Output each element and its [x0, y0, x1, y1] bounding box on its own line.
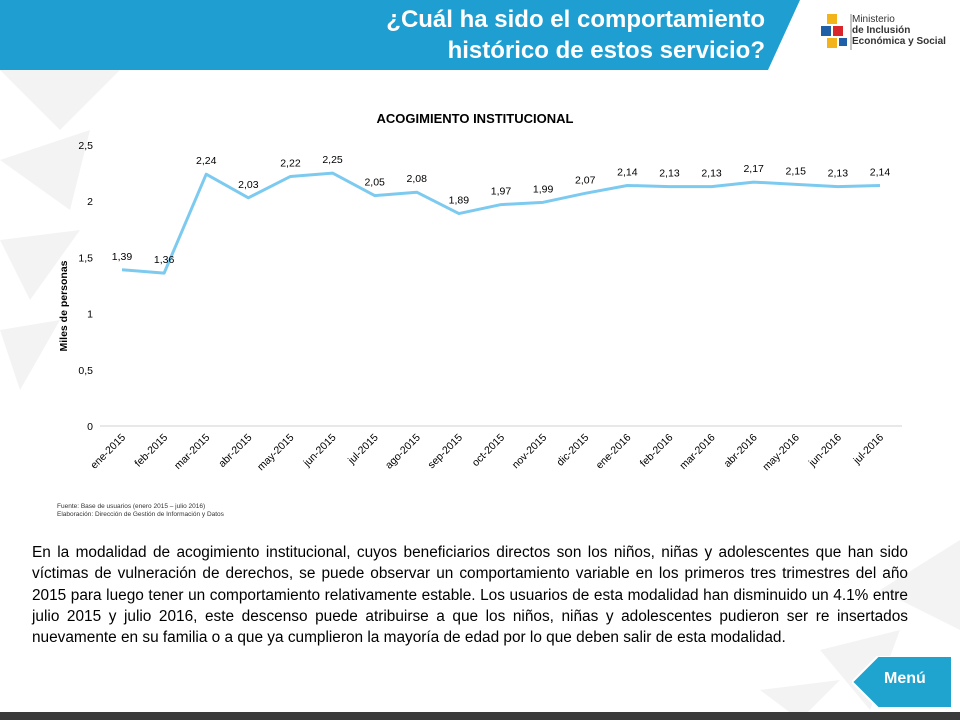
x-tick-label: jul-2016 [851, 432, 887, 468]
data-label: 2,17 [743, 163, 764, 175]
data-label: 2,15 [786, 165, 807, 177]
x-tick-label: jun-2016 [806, 432, 844, 470]
x-tick-label: ene-2015 [88, 432, 128, 472]
y-tick-label: 0 [87, 421, 93, 433]
x-tick-label: dic-2015 [554, 432, 591, 469]
series-line [121, 171, 881, 275]
x-tick-label: ene-2016 [594, 432, 634, 472]
description-paragraph: En la modalidad de acogimiento instituci… [32, 544, 908, 647]
data-label: 2,03 [238, 179, 259, 191]
data-label: 2,07 [575, 174, 596, 186]
x-tick-label: may-2015 [255, 432, 297, 474]
page-title: ¿Cuál ha sido el comportamiento históric… [245, 4, 765, 66]
y-tick-label: 2,5 [78, 140, 93, 152]
data-label: 2,14 [617, 166, 638, 178]
page-title-line2: histórico de estos servicio? [447, 37, 765, 64]
y-tick-label: 2 [87, 196, 93, 208]
data-label: 2,14 [870, 166, 891, 178]
x-tick-label: nov-2015 [510, 432, 550, 472]
data-label: 1,36 [154, 254, 175, 266]
data-label: 1,99 [533, 183, 554, 195]
data-label: 2,24 [196, 155, 217, 167]
logo-line3: Económica y Social [852, 36, 946, 47]
logo-line1: Ministerio [852, 14, 895, 25]
source-line2: Elaboración: Dirección de Gestión de Inf… [57, 511, 224, 518]
data-label: 1,39 [112, 251, 133, 263]
data-label: 2,13 [659, 168, 680, 180]
line-chart: ACOGIMIENTO INSTITUCIONAL Miles de perso… [58, 111, 902, 474]
logo-line2: de Inclusión [852, 25, 911, 36]
data-label: 2,08 [407, 173, 428, 185]
data-label: 1,89 [449, 195, 470, 207]
x-tick-label: jun-2015 [301, 432, 339, 470]
menu-button[interactable] [852, 656, 952, 708]
x-tick-label: abr-2016 [722, 432, 760, 470]
header-banner [0, 0, 800, 70]
data-label: 2,13 [701, 168, 722, 180]
x-tick-label: may-2016 [760, 432, 802, 474]
x-tick-label: feb-2016 [638, 432, 676, 470]
y-tick-label: 1 [87, 309, 93, 321]
data-label: 2,13 [828, 168, 849, 180]
x-tick-label: oct-2015 [470, 432, 507, 469]
x-tick-label: mar-2016 [677, 432, 717, 472]
data-label: 2,05 [364, 177, 385, 189]
y-tick-label: 1,5 [78, 252, 93, 264]
data-label: 2,22 [280, 157, 301, 169]
y-tick-label: 0,5 [78, 365, 93, 377]
chart-title: ACOGIMIENTO INSTITUCIONAL [377, 111, 574, 126]
logo-text: Ministerio de Inclusión Económica y Soci… [852, 14, 946, 47]
data-label: 2,25 [322, 154, 343, 166]
x-tick-label: mar-2015 [172, 432, 212, 472]
x-tick-label: jul-2015 [345, 432, 381, 468]
chart-source: Fuente: Base de usuarios (enero 2015 – j… [57, 503, 224, 519]
source-line1: Fuente: Base de usuarios (enero 2015 – j… [57, 503, 206, 510]
ministry-logo [821, 14, 852, 50]
menu-button-label[interactable]: Menú [884, 670, 926, 687]
x-tick-label: abr-2015 [216, 432, 254, 470]
x-tick-label: sep-2015 [426, 432, 466, 472]
footer-bar [0, 712, 960, 720]
x-tick-label: ago-2015 [383, 432, 423, 472]
x-tick-label: feb-2015 [132, 432, 170, 470]
y-axis-label: Miles de personas [58, 260, 70, 351]
data-label: 1,97 [491, 186, 512, 198]
page-title-line1: ¿Cuál ha sido el comportamiento [386, 6, 765, 33]
